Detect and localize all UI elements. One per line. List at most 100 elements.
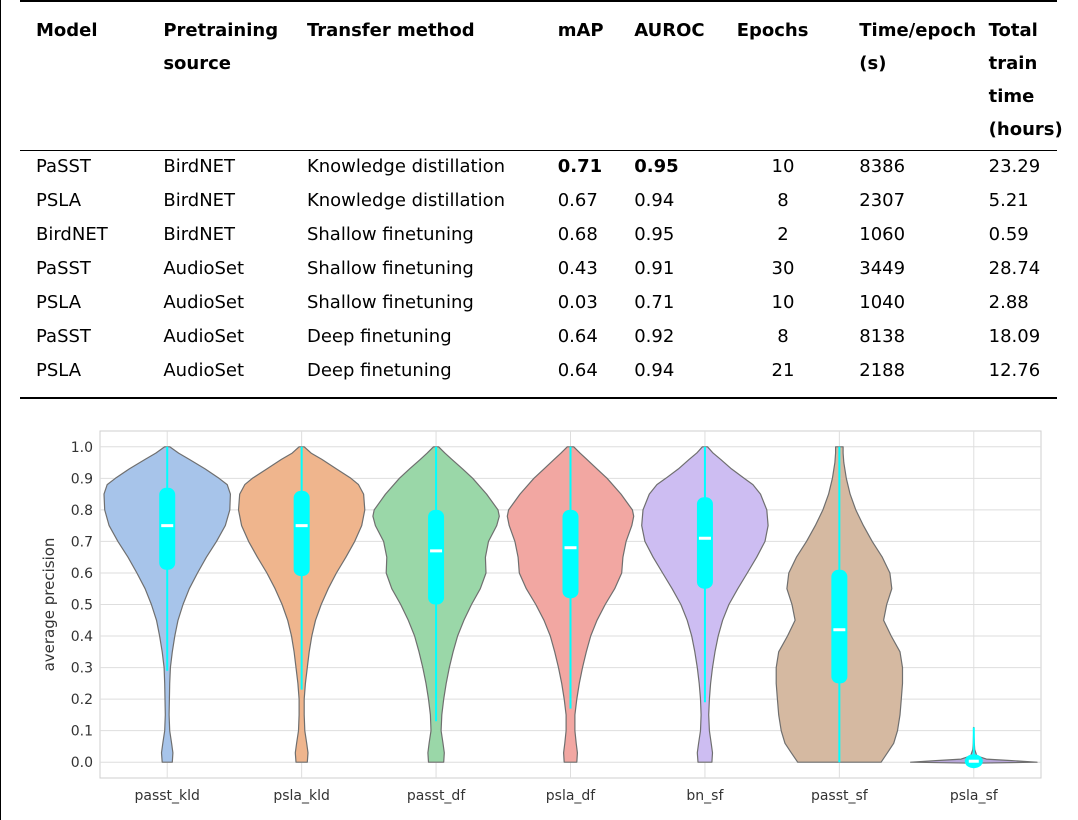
cell-total-train-time: 12.76 [988,360,1041,381]
cell-pretraining-source: BirdNET [163,224,236,245]
cell-time-per-epoch: 8386 [859,156,906,177]
cell-epochs: 10 [771,156,795,177]
x-tick-label: passt_df [407,788,466,804]
cell-map: 0.67 [557,190,598,211]
table-row: PaSST AudioSet Shallow finetuning 0.43 0.91 3… [0,252,1078,286]
cell-total-train-time: 23.29 [988,156,1041,177]
header-total-train-time: Total train time (hours) [988,20,1063,140]
cell-time-per-epoch: 1060 [859,224,906,245]
y-tick-label: 0.0 [71,755,93,771]
header-model: Model [36,20,98,41]
cell-auroc: 0.94 [634,360,675,381]
cell-time-per-epoch: 3449 [859,258,906,279]
cell-epochs: 10 [771,292,795,313]
cell-model: PSLA [36,190,82,211]
cell-time-per-epoch: 2307 [859,190,906,211]
cell-time-per-epoch: 2188 [859,360,906,381]
iqr-box-bn_sf [696,497,713,589]
cell-map: 0.64 [557,326,598,347]
cell-model: PaSST [36,156,91,177]
cell-pretraining-source: AudioSet [163,326,245,347]
cell-total-train-time: 0.59 [988,224,1029,245]
cell-transfer-method: Knowledge distillation [306,156,505,177]
x-tick-label: psla_sf [950,788,999,804]
cell-model: PaSST [36,258,91,279]
iqr-box-psla_kld [293,490,310,577]
table-row: PSLA AudioSet Shallow finetuning 0.03 0.71 10… [0,286,1078,320]
iqr-box-passt_df [428,509,445,605]
cell-epochs: 8 [777,190,789,211]
cell-model: PaSST [36,326,91,347]
y-axis-label: average precision [40,538,58,672]
cell-epochs: 21 [771,360,795,381]
cell-transfer-method: Shallow finetuning [306,258,474,279]
x-tick-label: passt_kld [134,788,199,804]
x-tick-label: bn_sf [686,788,724,804]
cell-model: PSLA [36,360,82,381]
cell-auroc: 0.95 [634,156,679,177]
iqr-box-psla_df [562,509,579,599]
cell-epochs: 2 [777,224,789,245]
cell-map: 0.68 [557,224,598,245]
table-row: PSLA AudioSet Deep finetuning 0.64 0.94 21 218… [0,354,1078,388]
cell-auroc: 0.94 [634,190,675,211]
cell-auroc: 0.95 [634,224,675,245]
cell-pretraining-source: AudioSet [163,360,245,381]
cell-pretraining-source: AudioSet [163,292,245,313]
cell-auroc: 0.91 [634,258,675,279]
y-tick-label: 0.2 [71,692,93,708]
cell-model: BirdNET [36,224,108,245]
table-row: PaSST BirdNET Knowledge distillation 0.71 0.… [0,150,1078,184]
header-time-per-epoch: Time/epoch (s) [859,20,977,74]
cell-pretraining-source: BirdNET [163,190,236,211]
cell-pretraining-source: AudioSet [163,258,245,279]
y-tick-label: 0.3 [71,661,93,677]
x-tick-label: psla_kld [273,788,330,804]
cell-transfer-method: Deep finetuning [306,360,452,381]
table-row: PSLA BirdNET Knowledge distillation 0.67 0.9… [0,184,1078,218]
violin-chart: 0.0 0.1 0.2 0.3 0.4 0.5 0.6 0.7 0.8 0.9 1.0 average… [40,430,1042,804]
y-tick-label: 0.7 [71,534,93,550]
cell-transfer-method: Deep finetuning [306,326,452,347]
cell-time-per-epoch: 1040 [859,292,906,313]
cell-map: 0.03 [557,292,598,313]
header-pretraining-source: Pretraining source [163,20,279,74]
x-tick-label: passt_sf [811,788,869,804]
cell-epochs: 8 [777,326,789,347]
header-map: mAP [557,20,604,41]
table-header-row: Model Pretraining source Transfer method… [0,14,1078,150]
table-bottom-rule [20,397,1057,399]
cell-epochs: 30 [771,258,795,279]
y-tick-label: 0.5 [71,598,93,614]
table-row: BirdNET BirdNET Shallow finetuning 0.68 0.95… [0,218,1078,252]
iqr-box-passt_kld [159,487,176,570]
cell-map: 0.43 [557,258,598,279]
cell-total-train-time: 5.21 [988,190,1029,211]
cell-model: PSLA [36,292,82,313]
header-auroc: AUROC [634,20,705,41]
y-tick-label: 0.8 [71,503,93,519]
y-tick-label: 0.9 [71,471,93,487]
cell-auroc: 0.71 [634,292,675,313]
cell-transfer-method: Knowledge distillation [306,190,505,211]
cell-time-per-epoch: 8138 [859,326,906,347]
left-border [0,0,1,820]
cell-map: 0.64 [557,360,598,381]
y-tick-label: 0.6 [71,566,93,582]
results-table: Model Pretraining source Transfer method… [0,14,1078,388]
y-tick-label: 0.4 [71,629,93,645]
x-tick-label: psla_df [546,788,597,804]
cell-total-train-time: 18.09 [988,326,1041,347]
table-body: PaSST BirdNET Knowledge distillation 0.71 0.… [0,150,1078,388]
table-top-rule [20,0,1057,2]
cell-total-train-time: 28.74 [988,258,1041,279]
cell-pretraining-source: BirdNET [163,156,236,177]
table-row: PaSST AudioSet Deep finetuning 0.64 0.92 8 813… [0,320,1078,354]
y-tick-label: 0.1 [71,724,93,740]
y-tick-label: 1.0 [71,440,93,456]
cell-auroc: 0.92 [634,326,675,347]
table-header-rule [20,150,1057,151]
cell-total-train-time: 2.88 [988,292,1029,313]
cell-transfer-method: Shallow finetuning [306,292,474,313]
